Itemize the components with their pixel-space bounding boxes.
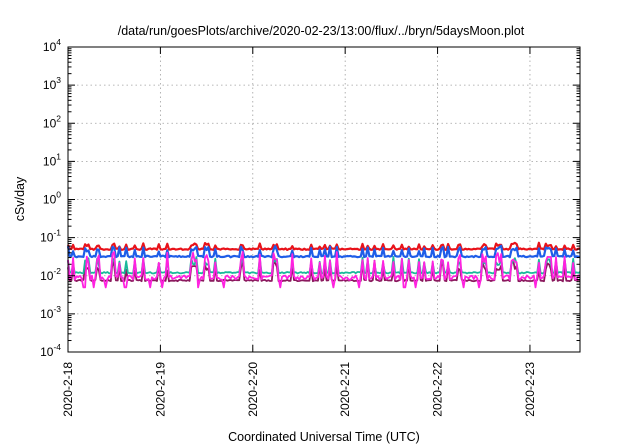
axis-ticks [67,46,580,353]
x-tick-label: 2020-2-18 [61,362,75,417]
x-tick-label: 2020-2-23 [523,362,537,417]
y-tick-label: 101 [43,151,61,168]
x-tick-labels: 2020-2-18 2020-2-19 2020-2-20 2020-2-21 2020… [61,362,537,417]
y-tick-label: 104 [43,37,61,54]
grid-lines [67,47,580,352]
series-line-4 [66,244,581,259]
y-tick-label: 10-3 [40,304,61,321]
y-tick-label: 103 [43,75,61,92]
x-tick-label: 2020-2-22 [431,362,445,417]
x-axis-label: Coordinated Universal Time (UTC) [228,430,420,444]
y-tick-label: 10-4 [40,342,61,359]
series-line-1 [67,241,581,251]
y-tick-label: 10-1 [40,228,61,245]
y-tick-label: 102 [43,113,61,130]
y-axis-label: cSv/day [13,176,27,221]
series-line-5 [67,251,581,289]
x-tick-label: 2020-2-21 [338,362,352,417]
series-layer [66,241,581,289]
x-tick-label: 2020-2-19 [153,362,167,417]
x-tick-label: 2020-2-20 [246,362,260,417]
y-tick-labels: 10-4 10-3 10-2 10-1 100 101 102 103 104 [40,37,61,359]
chart-title: /data/run/goesPlots/archive/2020-02-23/1… [118,24,525,38]
y-tick-label: 10-2 [40,266,61,283]
y-tick-label: 100 [43,190,61,207]
